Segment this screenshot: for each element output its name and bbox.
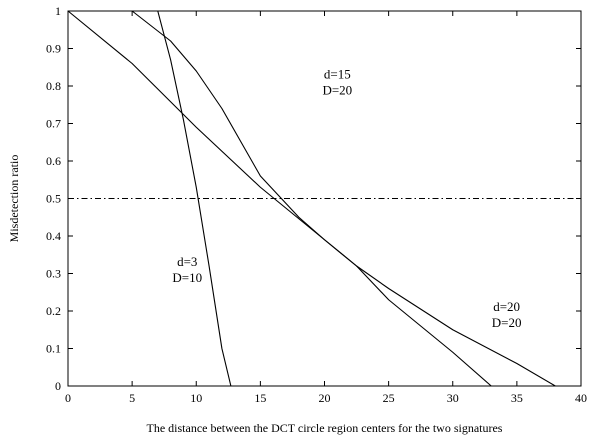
y-tick-label: 0.6 bbox=[46, 154, 61, 168]
series-annotation-1: d=3 D=10 bbox=[172, 254, 202, 285]
annotation-line: D=10 bbox=[172, 270, 202, 285]
x-axis: 0 5 10 15 20 25 30 35 40 bbox=[65, 11, 587, 405]
x-tick-label: 35 bbox=[511, 391, 523, 405]
y-tick-label: 0.1 bbox=[46, 342, 61, 356]
y-tick-label: 0 bbox=[55, 379, 61, 393]
y-axis-title: Misdetection ratio bbox=[7, 155, 21, 243]
series-line-2 bbox=[67, 10, 556, 387]
annotation-line: D=20 bbox=[322, 83, 352, 98]
annotations: d=15 D=20d=3 D=10d=20 D=20 bbox=[172, 67, 521, 331]
y-tick-label: 1 bbox=[55, 4, 61, 18]
y-tick-label: 0.4 bbox=[46, 229, 61, 243]
y-tick-label: 0.2 bbox=[46, 304, 61, 318]
series-line-1 bbox=[68, 10, 492, 387]
x-tick-label: 15 bbox=[254, 391, 266, 405]
y-tick-label: 0.3 bbox=[46, 267, 61, 281]
x-tick-label: 40 bbox=[575, 391, 587, 405]
y-tick-label: 0.7 bbox=[46, 117, 61, 131]
annotation-line: d=15 bbox=[324, 67, 351, 82]
annotation-line: D=20 bbox=[492, 315, 522, 330]
annotation-line: d=20 bbox=[493, 299, 520, 314]
series-line-0 bbox=[68, 10, 232, 387]
x-axis-title: The distance between the DCT circle regi… bbox=[147, 421, 503, 435]
x-tick-label: 0 bbox=[65, 391, 71, 405]
x-tick-label: 10 bbox=[190, 391, 202, 405]
annotation-line: d=3 bbox=[177, 254, 197, 269]
x-tick-label: 30 bbox=[447, 391, 459, 405]
series-annotation-2: d=20 D=20 bbox=[492, 299, 522, 330]
y-tick-label: 0.8 bbox=[46, 79, 61, 93]
x-tick-label: 25 bbox=[383, 391, 395, 405]
y-tick-label: 0.5 bbox=[46, 192, 61, 206]
y-tick-label: 0.9 bbox=[46, 42, 61, 56]
series-layer bbox=[67, 10, 556, 387]
x-tick-label: 5 bbox=[129, 391, 135, 405]
y-axis: 0 0.1 0.2 0.3 0.4 0.5 0.6 0.7 0.8 0.9 1 bbox=[46, 4, 581, 393]
x-tick-label: 20 bbox=[319, 391, 331, 405]
series-annotation-0: d=15 D=20 bbox=[322, 67, 352, 98]
